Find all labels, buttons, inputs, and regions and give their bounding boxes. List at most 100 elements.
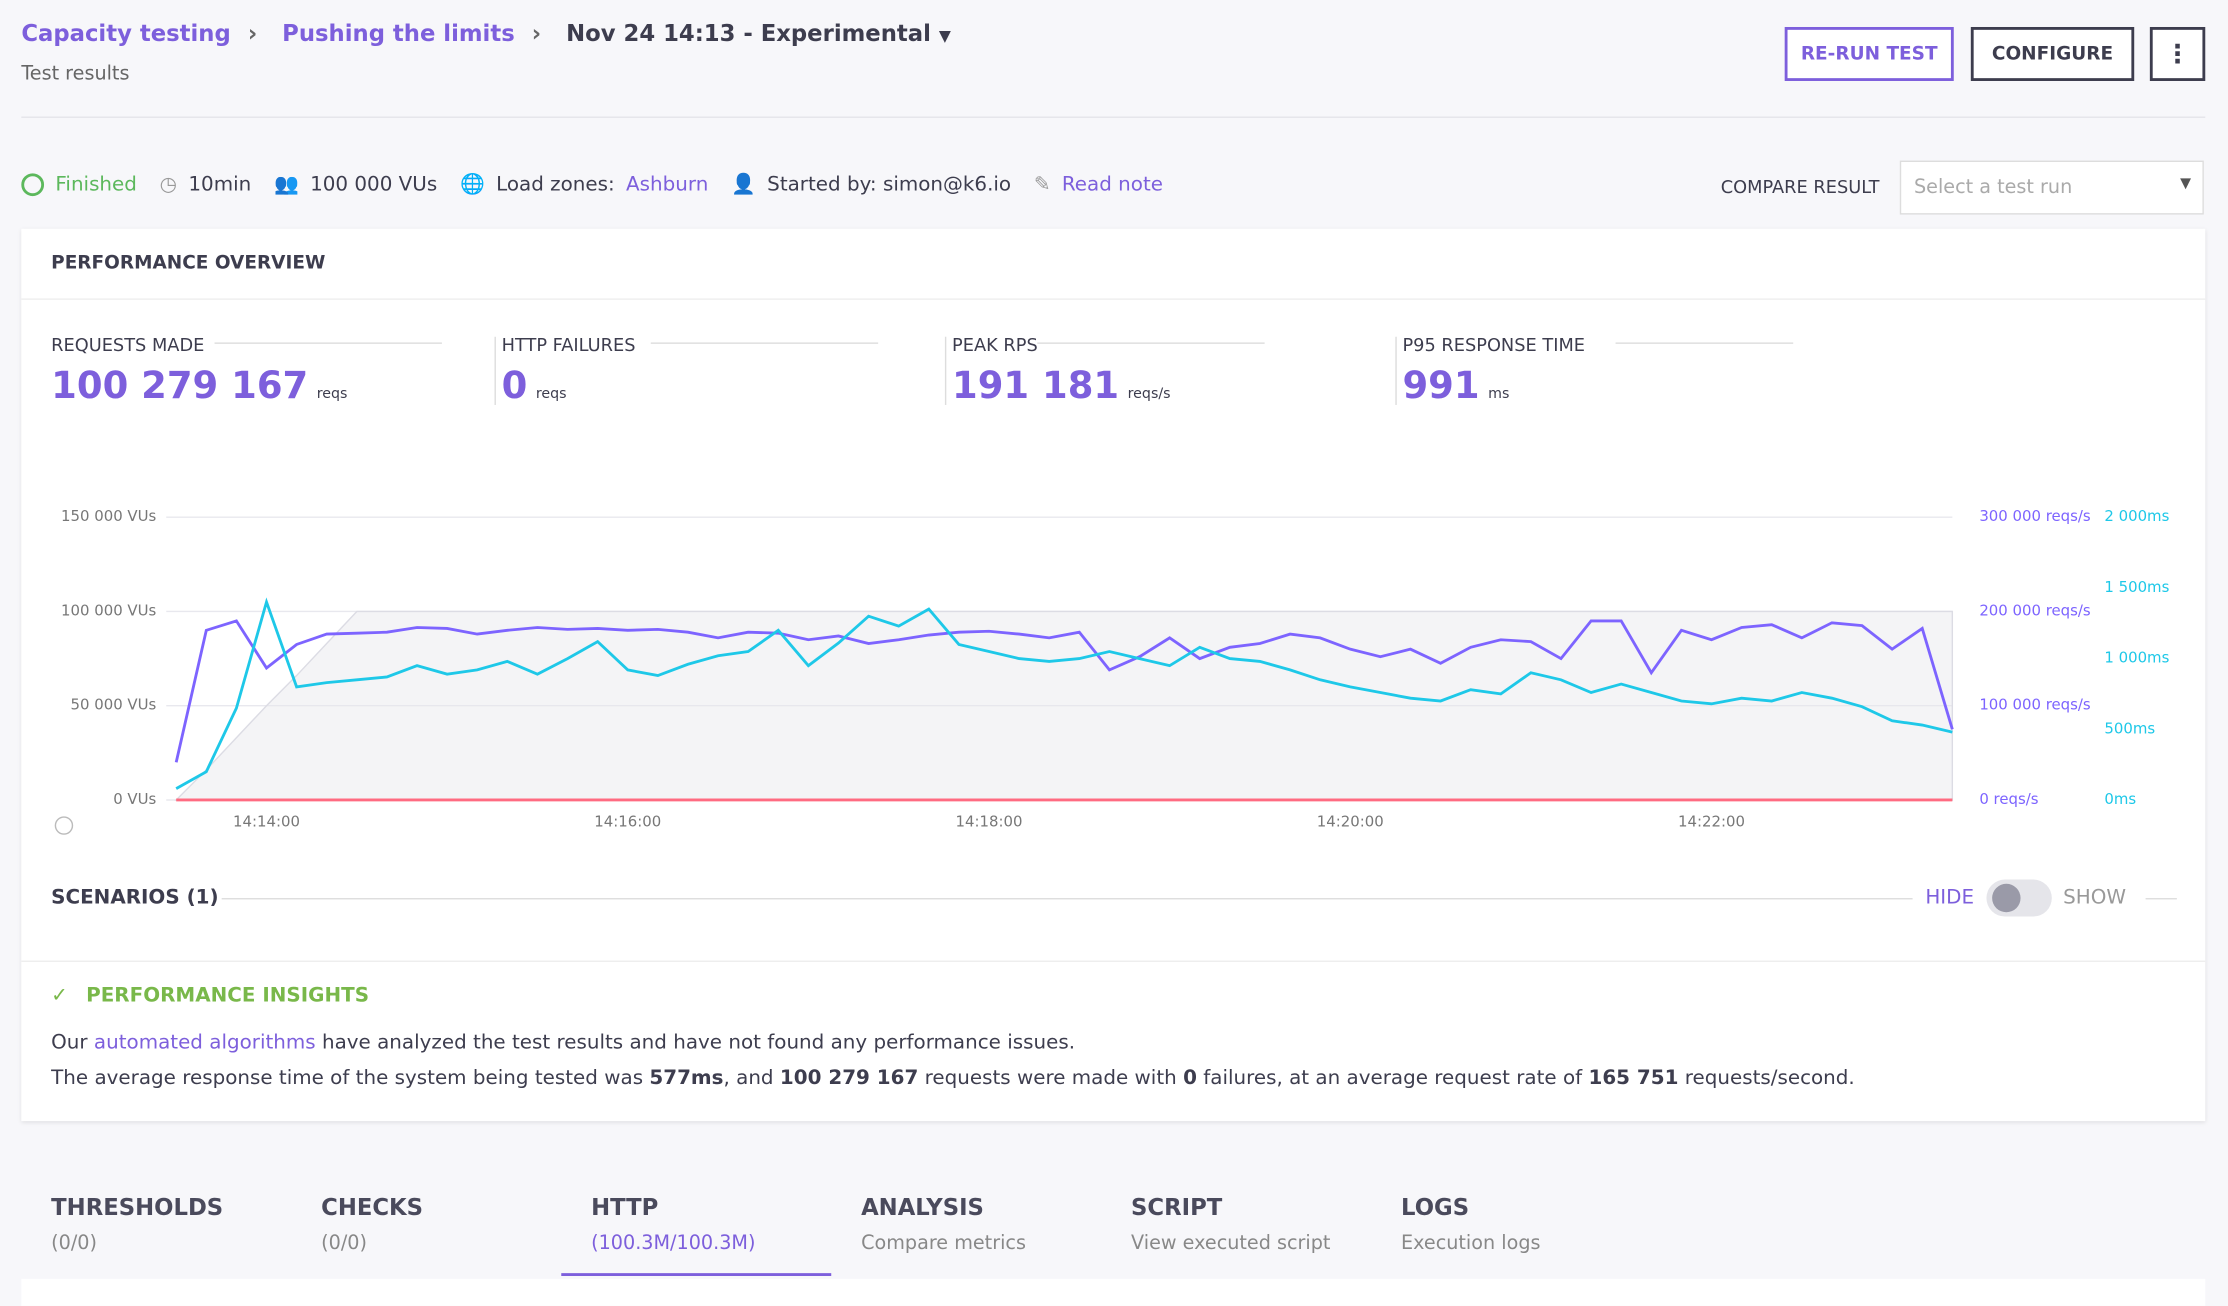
chart: 0 VUs 50 000 VUs 100 000 VUs 150 000 VUs 0 r… xyxy=(54,507,2170,835)
compare-select[interactable]: Select a test run ▼ xyxy=(1899,160,2204,215)
insights-text: 100 279 167 xyxy=(779,1067,919,1090)
tab-sub: Execution logs xyxy=(1401,1231,1541,1255)
rule xyxy=(214,342,442,344)
stat: 100 279 167 reqs xyxy=(51,365,347,408)
sep xyxy=(1395,336,1397,405)
insights-text: Our xyxy=(51,1031,94,1055)
insights-text: , and xyxy=(723,1067,780,1090)
y3-tick-label: 500ms xyxy=(2104,719,2155,737)
hide-label[interactable]: HIDE xyxy=(1925,886,1975,910)
stat-label: REQUESTS MADE xyxy=(51,333,205,356)
tab-title: ANALYSIS xyxy=(861,1193,984,1221)
y-tick-label: 0 VUs xyxy=(113,790,156,808)
stat-value: 0 xyxy=(501,365,528,408)
stat-unit: reqs xyxy=(535,386,567,403)
content-card xyxy=(21,1278,2206,1306)
insights-title: ✓ PERFORMANCE INSIGHTS xyxy=(51,984,370,1008)
y2-tick-label: 100 000 reqs/s xyxy=(1979,696,2091,714)
tab-title: LOGS xyxy=(1401,1193,1470,1221)
stat-value: 100 279 167 xyxy=(51,365,309,408)
insights-text: 0 xyxy=(1183,1067,1197,1090)
rerun-button[interactable]: RE-RUN TEST xyxy=(1784,26,1954,81)
divider xyxy=(21,116,2206,118)
stat-value: 991 xyxy=(1402,365,1480,408)
insights-text[interactable]: automated algorithms xyxy=(93,1031,316,1055)
x-tick-label: 14:18:00 xyxy=(956,813,1023,831)
vus: 100 000 VUs xyxy=(310,173,438,197)
series-line xyxy=(174,619,1954,763)
status-icon xyxy=(21,173,45,197)
stat-label: P95 RESPONSE TIME xyxy=(1402,333,1586,356)
tab-title: HTTP xyxy=(591,1193,659,1221)
tab[interactable]: THRESHOLDS (0/0) xyxy=(51,1194,321,1255)
stat-unit: reqs/s xyxy=(1127,386,1171,403)
tab-title: CHECKS xyxy=(321,1193,424,1221)
configure-button[interactable]: CONFIGURE xyxy=(1970,26,2135,81)
tab-sub: View executed script xyxy=(1131,1231,1331,1255)
x-tick-label: 14:22:00 xyxy=(1678,813,1745,831)
insights-text: 165 751 xyxy=(1588,1067,1679,1090)
stat-unit: ms xyxy=(1488,386,1510,403)
clock-icon xyxy=(54,816,74,835)
y3-tick-label: 1 000ms xyxy=(2104,649,2169,667)
insights-text: requests/second. xyxy=(1678,1067,1855,1090)
crumb[interactable]: Pushing the limits xyxy=(282,19,515,47)
tab[interactable]: LOGS Execution logs xyxy=(1401,1194,1671,1255)
compare-label: COMPARE RESULT xyxy=(1720,176,1880,198)
insights-line: The average response time of the system … xyxy=(51,1067,1855,1090)
y3-tick-label: 1 500ms xyxy=(2104,578,2169,596)
y2-tick-label: 0 reqs/s xyxy=(1979,790,2038,808)
insights-text: requests were made with xyxy=(918,1067,1184,1090)
stat: 191 181 reqs/s xyxy=(952,365,1171,408)
subtitle: Test results xyxy=(21,62,130,86)
tab-title: SCRIPT xyxy=(1131,1193,1223,1221)
tab-sub: (100.3M/100.3M) xyxy=(591,1231,756,1255)
tab[interactable]: CHECKS (0/0) xyxy=(321,1194,591,1255)
stat-label: HTTP FAILURES xyxy=(501,333,636,356)
crumb[interactable]: Capacity testing xyxy=(21,19,231,47)
tab-sub: Compare metrics xyxy=(861,1231,1026,1255)
insights-text: have analyzed the test results and have … xyxy=(315,1031,1076,1055)
rule xyxy=(1037,342,1265,344)
overview-card: PERFORMANCE OVERVIEW SCENARIOS (1) HIDE … xyxy=(21,228,2206,1122)
y-tick-label: 100 000 VUs xyxy=(61,601,156,619)
x-tick-label: 14:14:00 xyxy=(233,813,300,831)
read-note[interactable]: Read note xyxy=(1061,173,1164,197)
tab-underline xyxy=(561,1273,832,1276)
toggle[interactable] xyxy=(1986,879,2052,917)
divider xyxy=(21,960,2206,962)
zones-label: Load zones: xyxy=(496,173,615,197)
duration: 10min xyxy=(188,173,252,197)
x-tick-label: 14:20:00 xyxy=(1317,813,1384,831)
tab-sub: (0/0) xyxy=(321,1231,367,1255)
y2-tick-label: 200 000 reqs/s xyxy=(1979,601,2091,619)
insights-title-text: PERFORMANCE INSIGHTS xyxy=(86,984,370,1008)
overview-title: PERFORMANCE OVERVIEW xyxy=(51,252,326,275)
stat: 991 ms xyxy=(1402,365,1509,408)
rule xyxy=(2145,898,2177,900)
crumb-current[interactable]: Nov 24 14:13 - Experimental xyxy=(566,19,931,47)
tab[interactable]: ANALYSIS Compare metrics xyxy=(861,1194,1131,1255)
tab[interactable]: SCRIPT View executed script xyxy=(1131,1194,1401,1255)
menu-button[interactable]: ⋮ xyxy=(2149,26,2206,81)
sep xyxy=(944,336,947,405)
zone[interactable]: Ashburn xyxy=(626,173,709,197)
insights-text: The average response time of the system … xyxy=(51,1067,650,1090)
tab-title: THRESHOLDS xyxy=(51,1193,224,1221)
status-row: Finished ◷ 10min 👥 100 000 VUs 🌐 Load zones… xyxy=(21,173,1164,197)
series-line xyxy=(175,597,1953,790)
breadcrumb: Capacity testing › Pushing the limits › No… xyxy=(21,19,951,47)
divider xyxy=(21,298,2206,300)
insights-text: failures, at an average request rate of xyxy=(1196,1067,1589,1090)
insights-line: Our automated algorithms have analyzed t… xyxy=(51,1032,1075,1055)
x-tick-label: 14:16:00 xyxy=(594,813,661,831)
status: Finished xyxy=(55,173,137,197)
y-tick-label: 150 000 VUs xyxy=(61,507,156,525)
stat-value: 191 181 xyxy=(952,365,1120,408)
rule xyxy=(1615,342,1794,344)
tab[interactable]: HTTP (100.3M/100.3M) xyxy=(561,1193,861,1276)
tab-sub: (0/0) xyxy=(51,1231,97,1255)
y3-tick-label: 0ms xyxy=(2104,790,2136,808)
show-label[interactable]: SHOW xyxy=(2063,886,2127,910)
